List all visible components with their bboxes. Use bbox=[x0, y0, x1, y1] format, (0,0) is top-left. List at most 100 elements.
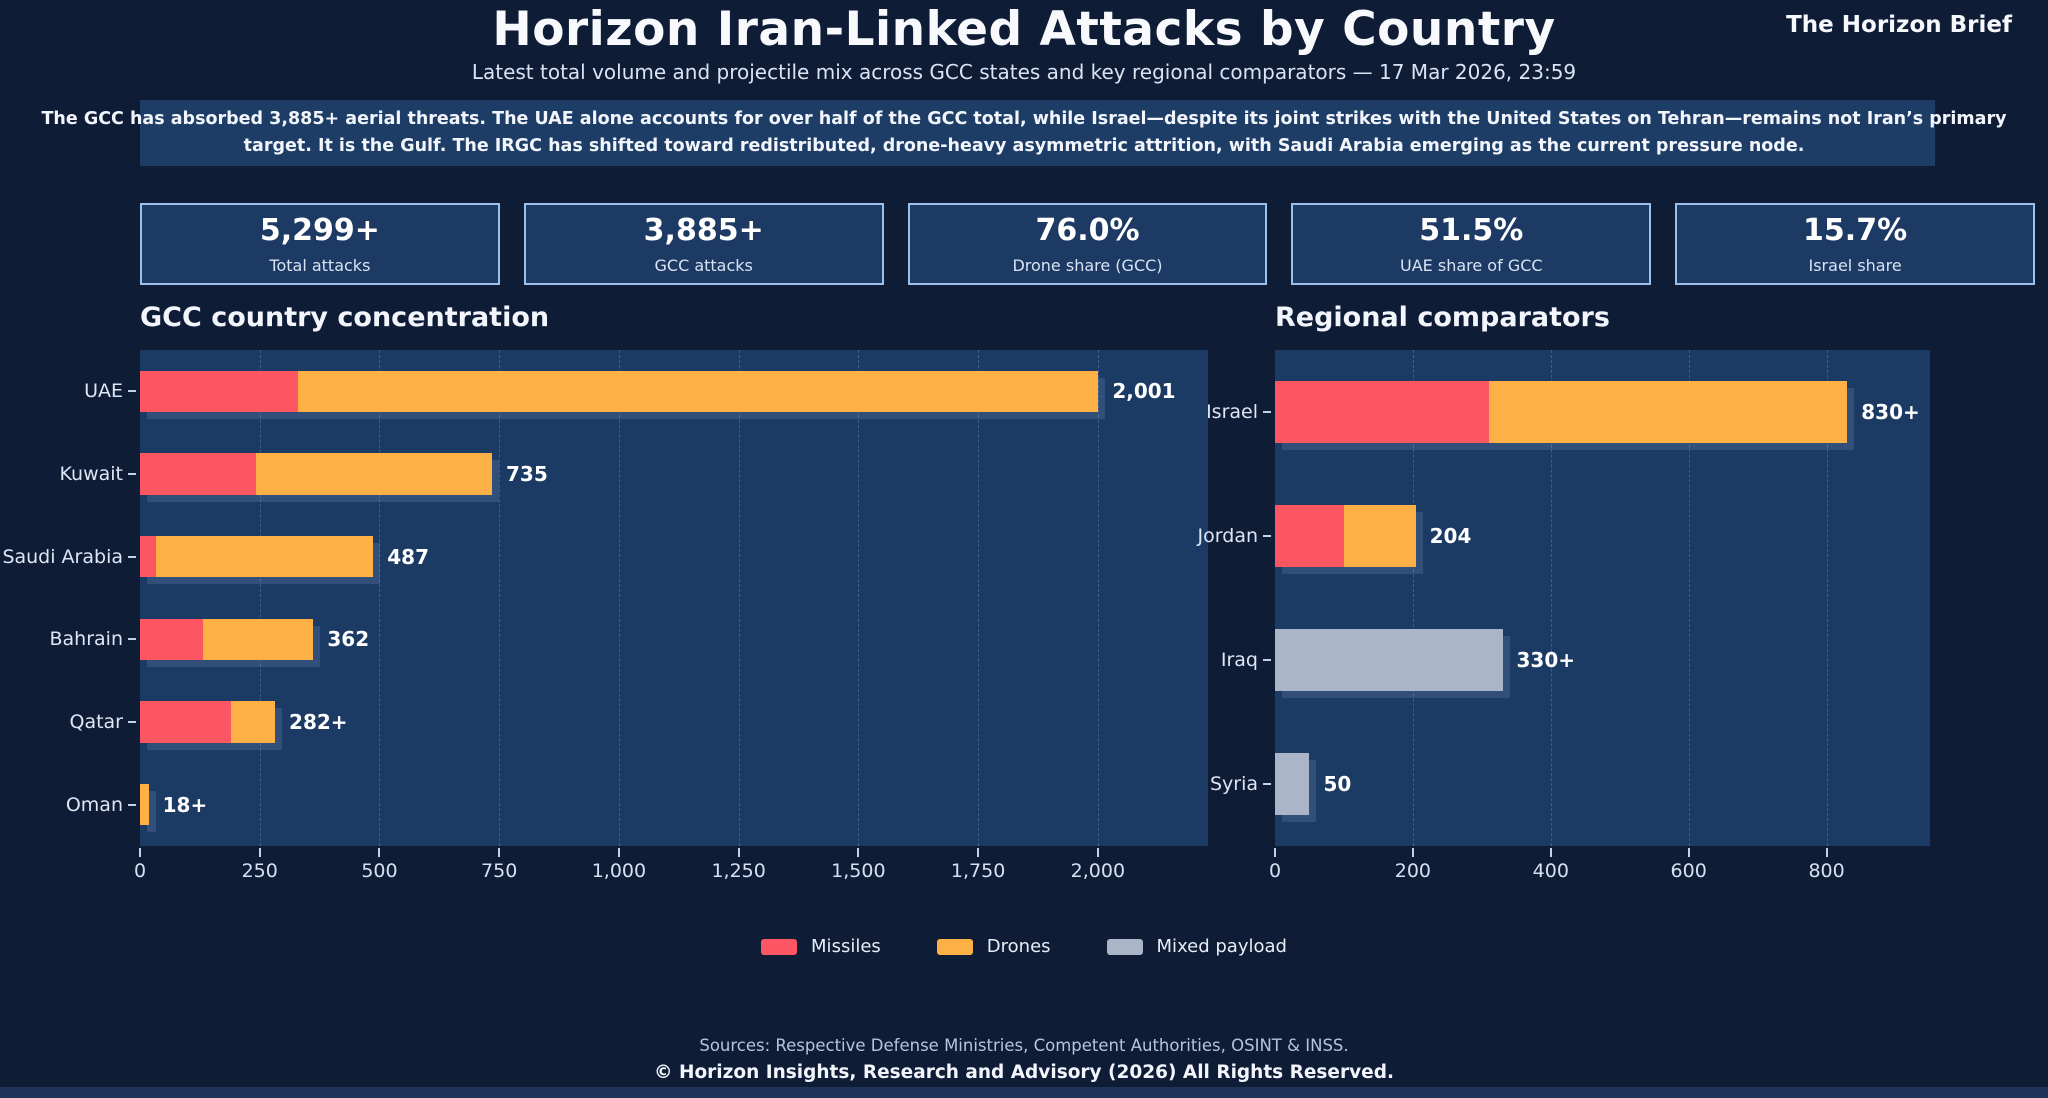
x-tick-mark bbox=[1096, 848, 1099, 857]
x-tick-mark bbox=[977, 848, 980, 857]
bar-value-label: 487 bbox=[387, 544, 429, 569]
y-tick-mark bbox=[1263, 411, 1271, 413]
gridline bbox=[1550, 350, 1552, 846]
summary-banner-background bbox=[140, 100, 1935, 166]
bar-segment-mixed-payload bbox=[1275, 753, 1310, 815]
kpi-value: 76.0% bbox=[1035, 213, 1140, 248]
summary-banner: The GCC has absorbed 3,885+ aerial threa… bbox=[0, 100, 2048, 166]
bar-segment-drones bbox=[1343, 505, 1416, 567]
y-tick-mark bbox=[128, 390, 136, 393]
category-label: Iraq bbox=[1220, 649, 1258, 671]
bar-row bbox=[1275, 381, 1848, 443]
category-label: Saudi Arabia bbox=[2, 545, 123, 568]
summary-text: The GCC has absorbed 3,885+ aerial threa… bbox=[41, 108, 2007, 156]
bar-segment-mixed-payload bbox=[1275, 629, 1503, 691]
x-tick-mark bbox=[857, 848, 860, 857]
kpi-row: 5,299+ Total attacks 3,885+ GCC attacks … bbox=[140, 203, 2035, 285]
y-tick-mark bbox=[1263, 535, 1271, 537]
y-tick-mark bbox=[128, 721, 136, 723]
kpi-label: GCC attacks bbox=[654, 256, 753, 275]
bar-value-label: 282+ bbox=[289, 710, 348, 734]
category-label: Qatar bbox=[69, 711, 123, 733]
bar-segment-drones bbox=[155, 536, 374, 578]
bar-row bbox=[140, 536, 374, 578]
x-tick-label: 2,000 bbox=[1070, 860, 1126, 882]
bar-segment-missiles bbox=[1275, 505, 1344, 567]
x-tick-label: 400 bbox=[1532, 860, 1569, 882]
kpi-value: 5,299+ bbox=[259, 213, 380, 248]
kpi-value: 51.5% bbox=[1419, 213, 1524, 248]
legend-item-mixed-payload: Mixed payload bbox=[1106, 936, 1287, 957]
gridline bbox=[499, 350, 501, 846]
bar-value-label: 830+ bbox=[1861, 400, 1920, 424]
bar-value-label: 204 bbox=[1429, 524, 1472, 548]
x-tick-label: 1,000 bbox=[591, 860, 647, 882]
x-tick-label: 1,250 bbox=[711, 860, 766, 882]
kpi-label: UAE share of GCC bbox=[1400, 256, 1543, 275]
gridline bbox=[1826, 350, 1828, 846]
bar-row bbox=[140, 453, 492, 495]
category-label: Israel bbox=[1206, 401, 1258, 423]
kpi-card-gcc-attacks: 3,885+ GCC attacks bbox=[523, 203, 884, 285]
missiles-swatch-icon bbox=[761, 938, 798, 955]
bar-value-label: 50 bbox=[1323, 772, 1352, 796]
bar-segment-missiles bbox=[140, 618, 203, 660]
bar-segment-drones bbox=[202, 618, 314, 660]
y-tick-mark bbox=[1263, 783, 1271, 785]
x-tick-label: 500 bbox=[361, 860, 398, 882]
chart-regional-comparators: Regional comparators 0 200 400 600 800 Israel… bbox=[1198, 302, 1930, 882]
x-tick-label: 600 bbox=[1670, 860, 1707, 882]
legend-label: Drones bbox=[986, 936, 1051, 957]
bar-row bbox=[1275, 753, 1310, 815]
bar-row bbox=[140, 784, 149, 826]
mixed-payload-swatch-icon bbox=[1106, 938, 1143, 955]
bar-segment-missiles bbox=[1275, 381, 1489, 443]
bar-segment-missiles bbox=[140, 453, 256, 495]
copyright-note: © Horizon Insights, Research and Advisor… bbox=[654, 1062, 1394, 1083]
x-tick-label: 750 bbox=[481, 860, 518, 882]
bar-segment-missiles bbox=[140, 536, 156, 578]
category-label: UAE bbox=[84, 380, 123, 403]
gridline bbox=[1688, 350, 1690, 846]
x-tick-label: 1,750 bbox=[950, 860, 1006, 882]
chart-gcc-concentration: GCC country concentration 0 250 500 750 1,00… bbox=[2, 302, 1208, 882]
kpi-value: 15.7% bbox=[1803, 213, 1908, 248]
bar-segment-drones bbox=[231, 701, 276, 743]
x-tick-label: 250 bbox=[241, 860, 278, 882]
chart-title: GCC country concentration bbox=[140, 302, 550, 333]
bar-value-label: 2,001 bbox=[1112, 379, 1176, 404]
page-subtitle: Latest total volume and projectile mix a… bbox=[471, 60, 1577, 84]
bar-row bbox=[140, 701, 276, 743]
page-title: Horizon Iran-Linked Attacks by Country bbox=[492, 2, 1556, 57]
bar-segment-drones bbox=[140, 784, 149, 826]
y-tick-mark bbox=[128, 803, 136, 806]
kpi-label: Total attacks bbox=[269, 256, 371, 275]
gridline bbox=[1097, 350, 1099, 846]
bar-segment-drones bbox=[255, 453, 492, 495]
bar-segment-missiles bbox=[140, 701, 232, 743]
kpi-card-drone-share: 76.0% Drone share (GCC) bbox=[907, 203, 1268, 285]
x-tick-mark bbox=[1687, 848, 1690, 857]
bar-value-label: 18+ bbox=[162, 792, 208, 817]
y-tick-mark bbox=[128, 638, 136, 641]
kpi-card-israel-share: 15.7% Israel share bbox=[1675, 203, 2035, 285]
gridline bbox=[259, 350, 261, 846]
gridline bbox=[379, 350, 381, 846]
x-tick-label: 200 bbox=[1394, 860, 1432, 882]
bar-value-label: 330+ bbox=[1516, 648, 1576, 672]
gridline bbox=[858, 350, 860, 846]
y-tick-mark bbox=[128, 555, 136, 558]
x-tick-mark bbox=[258, 848, 261, 857]
kpi-value: 3,885+ bbox=[643, 213, 764, 248]
x-tick-label: 800 bbox=[1808, 860, 1845, 882]
bar-value-label: 735 bbox=[506, 462, 548, 486]
x-tick-mark bbox=[1274, 848, 1276, 857]
bar-row bbox=[140, 370, 1099, 412]
legend-label: Missiles bbox=[811, 936, 881, 957]
x-tick-mark bbox=[617, 848, 620, 857]
legend-item-drones: Drones bbox=[936, 936, 1051, 957]
category-label: Kuwait bbox=[59, 463, 123, 485]
kpi-card-total-attacks: 5,299+ Total attacks bbox=[140, 203, 500, 285]
chart-title: Regional comparators bbox=[1275, 302, 1610, 333]
